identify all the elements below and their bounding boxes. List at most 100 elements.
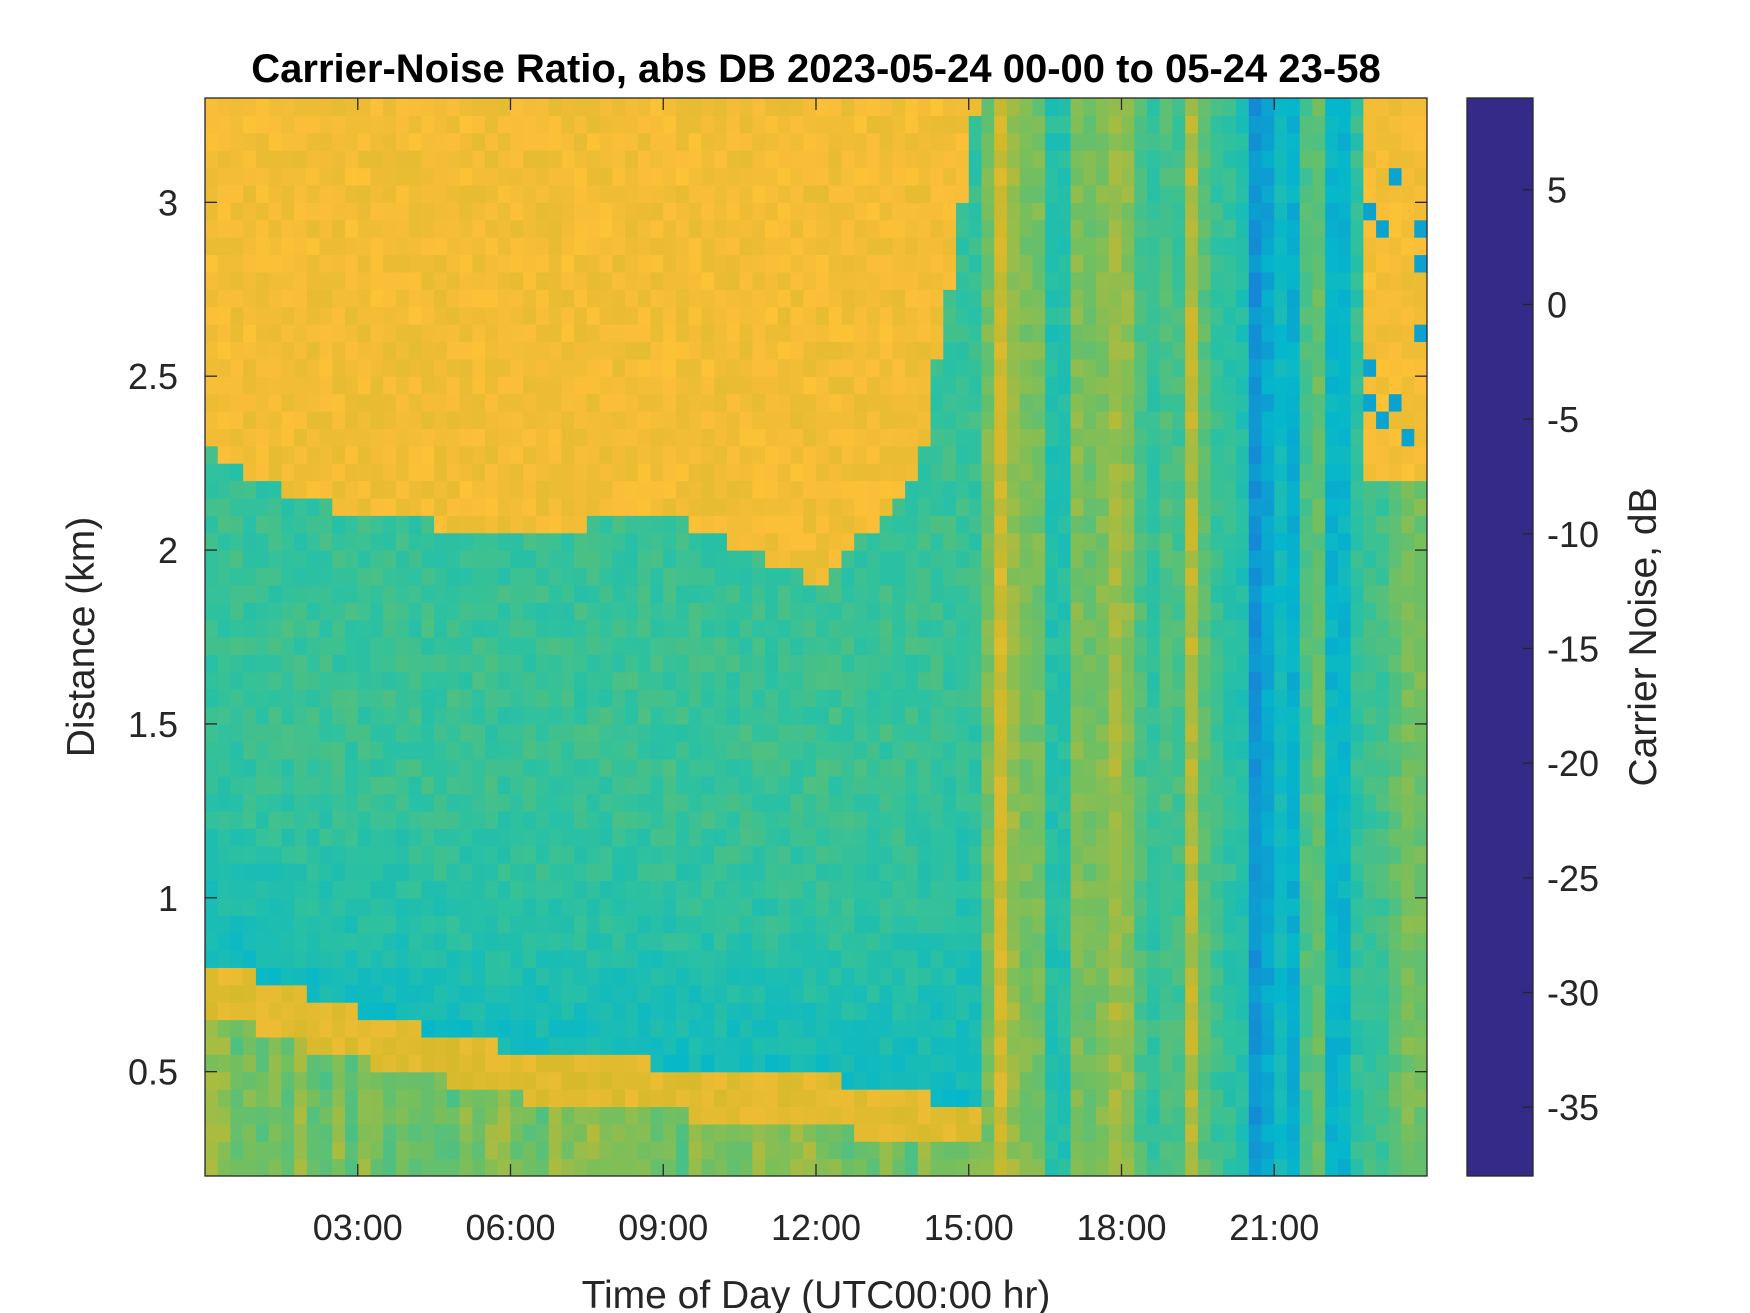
heatmap-cell	[230, 967, 244, 986]
heatmap-cell	[841, 602, 855, 621]
heatmap-cell	[268, 654, 282, 673]
heatmap-cell	[663, 497, 677, 516]
heatmap-cell	[459, 445, 473, 464]
heatmap-cell	[599, 949, 613, 968]
heatmap-cell	[701, 915, 715, 934]
heatmap-cell	[497, 202, 512, 221]
heatmap-cell	[535, 758, 550, 777]
heatmap-cell	[726, 932, 741, 951]
heatmap-cell	[841, 445, 855, 464]
heatmap-cell	[688, 184, 703, 203]
heatmap-cell	[255, 793, 270, 812]
heatmap-cell	[1006, 949, 1021, 968]
heatmap-cell	[777, 550, 792, 569]
heatmap-cell	[612, 550, 626, 569]
heatmap-cell	[1108, 706, 1123, 725]
heatmap-cell	[841, 776, 855, 795]
heatmap-cell	[1006, 237, 1021, 256]
heatmap-cell	[255, 219, 270, 238]
heatmap-cell	[816, 1054, 830, 1073]
heatmap-cell	[574, 324, 588, 343]
heatmap-cell	[1223, 828, 1237, 847]
heatmap-cell	[1121, 828, 1135, 847]
heatmap-cell	[1070, 880, 1084, 899]
heatmap-cell	[917, 949, 932, 968]
heatmap-cell	[1096, 480, 1110, 499]
heatmap-cell	[625, 515, 639, 534]
heatmap-cell	[841, 619, 855, 638]
heatmap-cell	[383, 758, 397, 777]
heatmap-cell	[765, 358, 779, 377]
heatmap-cell	[841, 689, 855, 708]
heatmap-cell	[879, 967, 893, 986]
heatmap-cell	[586, 723, 601, 742]
heatmap-cell	[1057, 532, 1072, 551]
heatmap-cell	[281, 184, 295, 203]
heatmap-cell	[956, 723, 970, 742]
heatmap-cell	[446, 480, 461, 499]
heatmap-cell	[586, 1071, 601, 1090]
heatmap-cell	[688, 254, 703, 273]
heatmap-cell	[1172, 810, 1186, 829]
heatmap-cell	[205, 98, 219, 116]
heatmap-cell	[485, 567, 499, 586]
heatmap-cell	[1185, 932, 1199, 951]
heatmap-cell	[981, 602, 995, 621]
heatmap-cell	[726, 915, 741, 934]
heatmap-cell	[917, 393, 932, 412]
heatmap-cell	[332, 445, 346, 464]
heatmap-cell	[943, 619, 957, 638]
heatmap-cell	[1032, 1158, 1046, 1176]
heatmap-cell	[1197, 689, 1212, 708]
heatmap-cell	[205, 393, 219, 412]
heatmap-cell	[395, 619, 410, 638]
heatmap-cell	[1223, 1141, 1237, 1160]
heatmap-cell	[892, 602, 906, 621]
heatmap-cell	[408, 949, 422, 968]
heatmap-cell	[930, 1019, 944, 1038]
heatmap-cell	[956, 550, 970, 569]
heatmap-cell	[777, 289, 792, 308]
heatmap-cell	[357, 1054, 372, 1073]
heatmap-cell	[205, 637, 219, 655]
heatmap-cell	[866, 1089, 881, 1108]
heatmap-cell	[268, 254, 282, 273]
heatmap-cell	[981, 880, 995, 899]
heatmap-cell	[905, 132, 919, 151]
heatmap-cell	[739, 167, 753, 186]
heatmap-cell	[803, 810, 817, 829]
heatmap-cell	[510, 689, 524, 708]
heatmap-cell	[1108, 1141, 1123, 1160]
heatmap-cell	[714, 271, 728, 290]
heatmap-cell	[1210, 98, 1224, 116]
heatmap-cell	[625, 393, 639, 412]
heatmap-cell	[1134, 897, 1148, 916]
heatmap-cell	[981, 202, 995, 221]
heatmap-cell	[205, 567, 219, 586]
heatmap-cell	[866, 150, 881, 169]
heatmap-cell	[230, 984, 244, 1003]
heatmap-cell	[472, 637, 486, 655]
heatmap-cell	[408, 445, 422, 464]
heatmap-cell	[739, 515, 753, 534]
heatmap-cell	[230, 1019, 244, 1038]
heatmap-cell	[1146, 567, 1161, 586]
heatmap-cell	[205, 654, 219, 673]
heatmap-cell	[548, 167, 563, 186]
heatmap-cell	[485, 602, 499, 621]
heatmap-cell	[421, 984, 435, 1003]
heatmap-cell	[777, 915, 792, 934]
heatmap-cell	[1146, 254, 1161, 273]
heatmap-cell	[765, 184, 779, 203]
heatmap-cell	[803, 776, 817, 795]
heatmap-cell	[205, 689, 219, 708]
heatmap-cell	[586, 150, 601, 169]
heatmap-cell	[1019, 793, 1033, 812]
heatmap-cell	[905, 984, 919, 1003]
heatmap-cell	[294, 358, 308, 377]
heatmap-cell	[1045, 671, 1059, 690]
heatmap-cell	[930, 793, 944, 812]
heatmap-cell	[370, 810, 384, 829]
heatmap-cell	[854, 793, 868, 812]
heatmap-cell	[1223, 550, 1237, 569]
